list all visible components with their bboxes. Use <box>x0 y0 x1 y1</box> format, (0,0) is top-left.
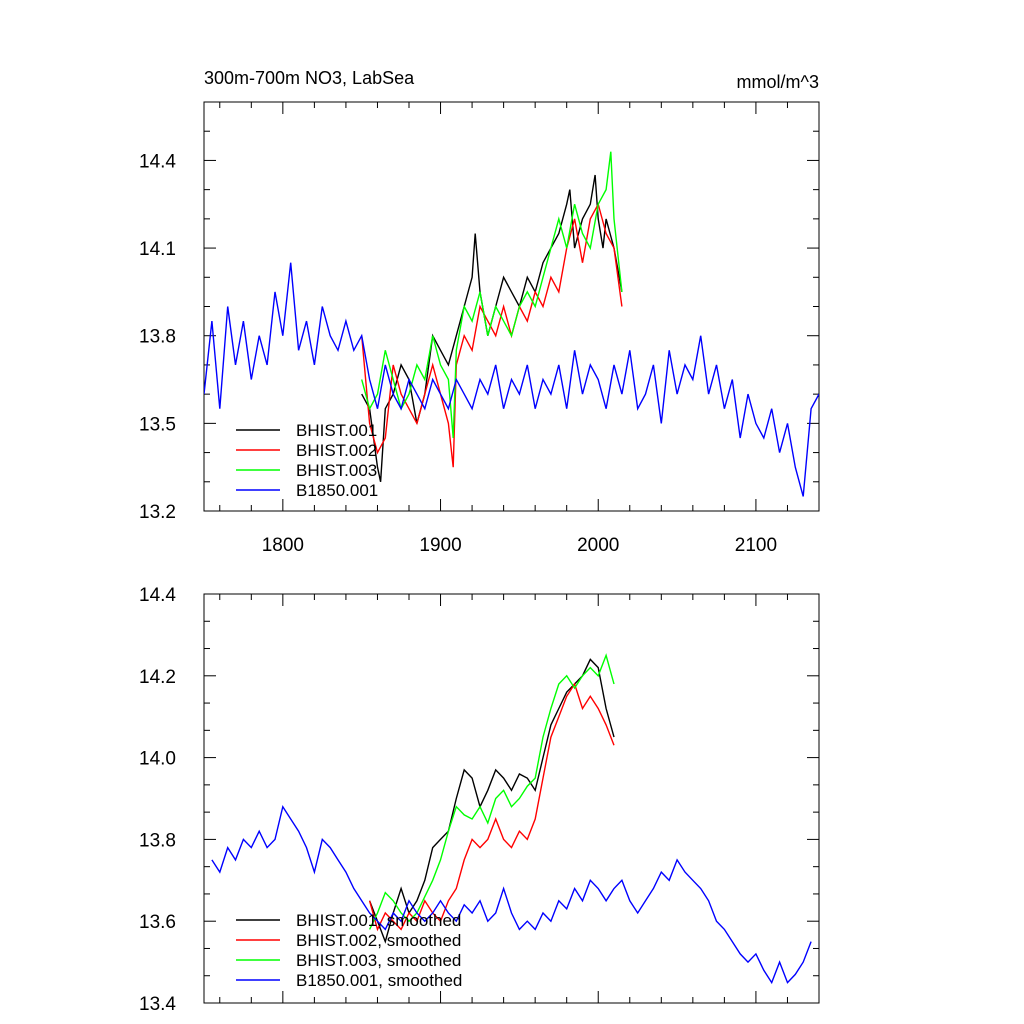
x-tick-label: 1900 <box>419 535 461 556</box>
y-tick-label: 14.4 <box>139 151 176 172</box>
legend-label: BHIST.002 <box>296 441 377 460</box>
y-tick-label: 14.4 <box>139 585 176 606</box>
y-tick-label: 13.6 <box>139 912 176 933</box>
y-tick-label: 14.2 <box>139 667 176 688</box>
legend-label: BHIST.002, smoothed <box>296 931 461 950</box>
series-line-3 <box>211 804 812 985</box>
series-line-2 <box>361 151 623 439</box>
series-line-3 <box>204 262 819 497</box>
bottom-panel: 13.4 13.6 13.8 14.0 14.2 14.4 BHIST.001, smoot… <box>139 585 820 1015</box>
y-tick-label: 13.8 <box>139 830 176 851</box>
legend-label: BHIST.003 <box>296 461 377 480</box>
x-tick-label: 2000 <box>577 535 619 556</box>
plot-frame <box>203 593 820 1004</box>
y-tick-label: 13.5 <box>139 414 176 435</box>
y-tick-label: 13.4 <box>139 994 176 1015</box>
y-tick-label: 14.0 <box>139 749 176 770</box>
legend-label: BHIST.001, smoothed <box>296 911 461 930</box>
y-tick-label: 14.1 <box>139 239 176 260</box>
legend-label: B1850.001 <box>296 481 378 500</box>
series-line-1 <box>361 202 623 468</box>
y-tick-label: 13.8 <box>139 327 176 348</box>
chart-units: mmol/m^3 <box>737 72 819 92</box>
legend-label: BHIST.003, smoothed <box>296 951 461 970</box>
legend-label: B1850.001, smoothed <box>296 971 462 990</box>
top-panel: 1800 1900 2000 2100 13.2 13.5 13.8 14.1 14.4 BHIS… <box>139 101 820 556</box>
chart-title: 300m-700m NO3, LabSea <box>204 68 415 88</box>
x-tick-label: 2100 <box>735 535 777 556</box>
series-line-0 <box>368 658 615 944</box>
y-tick-label: 13.2 <box>139 502 176 523</box>
x-tick-label: 1800 <box>262 535 304 556</box>
series-line-2 <box>368 653 615 930</box>
legend-label: BHIST.001 <box>296 421 377 440</box>
